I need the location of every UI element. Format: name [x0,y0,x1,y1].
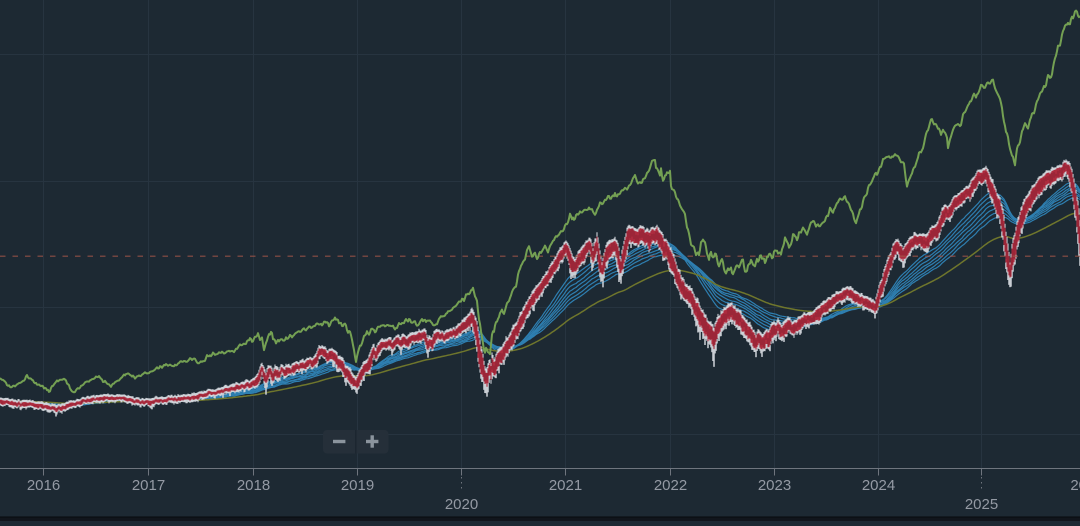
svg-text:2020: 2020 [445,496,478,513]
svg-text:2022: 2022 [654,477,687,494]
svg-text:2018: 2018 [237,477,270,494]
svg-text:2019: 2019 [341,477,374,494]
svg-text:2026: 2026 [1070,477,1080,494]
svg-text:2017: 2017 [132,477,165,494]
svg-text:2023: 2023 [758,477,791,494]
svg-text:2016: 2016 [27,477,60,494]
svg-text:2021: 2021 [549,477,582,494]
svg-text:2025: 2025 [965,496,998,513]
svg-text:2024: 2024 [862,477,895,494]
